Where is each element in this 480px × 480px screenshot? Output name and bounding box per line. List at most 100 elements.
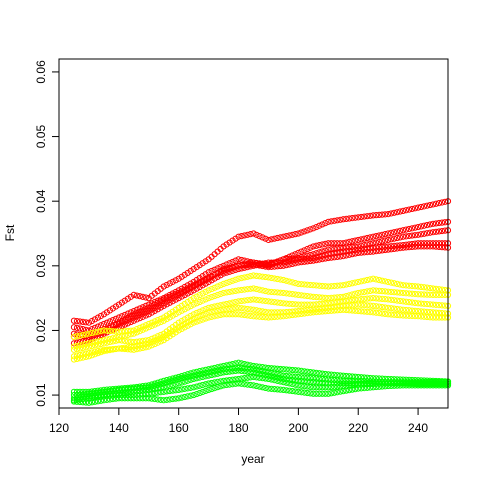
data-point	[262, 297, 269, 305]
data-point	[364, 302, 371, 309]
data-point	[334, 282, 341, 289]
data-point	[364, 276, 371, 284]
data-point	[265, 264, 272, 271]
points-layer	[70, 198, 452, 406]
series-1	[70, 198, 452, 326]
data-point	[100, 393, 107, 400]
x-tick-label-200: 200	[288, 421, 308, 435]
data-point	[97, 312, 104, 320]
data-point	[322, 380, 329, 387]
data-point	[244, 374, 251, 381]
data-point	[429, 382, 437, 389]
data-point	[268, 314, 275, 321]
data-point	[355, 381, 362, 388]
data-point	[166, 396, 173, 403]
data-point	[196, 389, 203, 397]
data-point	[340, 298, 347, 305]
data-point	[220, 377, 227, 384]
data-point	[259, 287, 266, 294]
data-point	[310, 375, 317, 382]
data-point	[127, 346, 134, 353]
data-point	[163, 396, 170, 403]
data-point	[211, 284, 218, 291]
data-point	[304, 227, 311, 234]
data-point	[400, 227, 407, 234]
data-point	[343, 297, 350, 305]
data-point	[166, 387, 173, 395]
data-point	[328, 299, 335, 307]
data-point	[403, 312, 410, 319]
data-point	[160, 388, 167, 395]
data-point	[205, 304, 212, 311]
data-point	[340, 253, 347, 260]
data-point	[438, 244, 446, 251]
data-point	[154, 299, 161, 306]
data-point	[82, 319, 90, 326]
data-point	[130, 311, 137, 318]
data-point	[169, 295, 176, 302]
data-point	[157, 384, 164, 391]
data-point	[238, 232, 245, 240]
data-point	[178, 386, 185, 393]
data-point	[295, 311, 302, 318]
data-point	[417, 313, 425, 320]
data-point	[244, 231, 251, 238]
data-point	[304, 374, 311, 381]
data-point	[435, 382, 443, 389]
data-point	[181, 286, 188, 293]
data-point	[432, 382, 440, 389]
data-point	[181, 393, 188, 401]
data-point	[403, 233, 410, 240]
data-point	[268, 298, 275, 305]
data-point	[382, 237, 389, 244]
data-point	[411, 232, 419, 239]
data-point	[438, 219, 446, 226]
data-point	[310, 309, 317, 316]
data-point	[145, 395, 152, 402]
data-point	[238, 274, 245, 282]
data-point	[85, 343, 93, 350]
data-point	[340, 248, 347, 255]
data-point	[208, 285, 215, 293]
data-point	[139, 395, 146, 402]
data-point	[403, 207, 410, 214]
data-point	[325, 218, 332, 225]
data-point	[100, 397, 107, 404]
data-point	[262, 364, 269, 371]
data-point	[370, 309, 377, 316]
data-point	[385, 382, 392, 390]
data-point	[283, 379, 290, 386]
data-point	[160, 296, 167, 303]
data-point	[160, 302, 167, 309]
data-point	[280, 289, 287, 297]
data-point	[298, 310, 305, 317]
data-point	[154, 396, 161, 403]
data-point	[247, 381, 254, 389]
data-point	[420, 313, 428, 320]
data-point	[340, 302, 347, 309]
data-point	[382, 278, 389, 285]
data-point	[435, 309, 443, 316]
data-point	[432, 301, 440, 308]
x-tick-label-240: 240	[408, 421, 428, 435]
data-point	[184, 285, 191, 292]
data-point	[226, 278, 233, 285]
data-point	[229, 360, 236, 368]
data-point	[124, 314, 131, 321]
data-point	[127, 312, 134, 320]
data-point	[423, 382, 431, 389]
data-point	[175, 324, 182, 331]
data-point	[160, 317, 167, 324]
data-point	[340, 240, 347, 247]
data-point	[271, 313, 278, 321]
data-point	[397, 208, 404, 215]
data-point	[325, 380, 332, 387]
data-point	[157, 338, 164, 345]
data-point	[394, 311, 401, 319]
data-point	[136, 293, 143, 300]
data-point	[256, 370, 263, 377]
data-point	[286, 261, 293, 268]
y-axis: 0.01 0.02 0.03 0.04 0.05 0.06	[34, 60, 60, 407]
data-point	[88, 342, 96, 350]
data-point	[379, 295, 386, 303]
